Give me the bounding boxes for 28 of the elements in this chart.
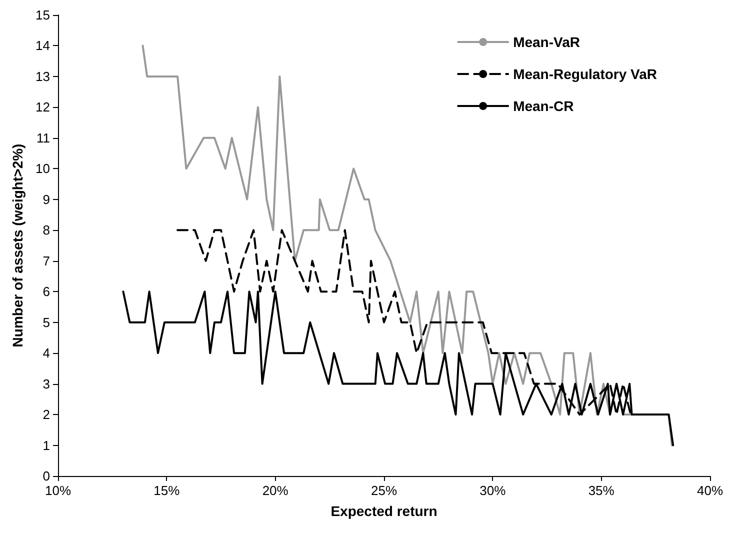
y-tick-label: 4 xyxy=(42,346,50,361)
y-tick-label: 3 xyxy=(42,376,50,392)
x-tick-label: 10% xyxy=(44,483,72,498)
y-tick-label: 6 xyxy=(42,284,50,300)
y-tick-label: 15 xyxy=(36,8,50,22)
y-tick-label: 8 xyxy=(42,222,50,238)
y-tick-label: 5 xyxy=(42,314,50,330)
y-tick-label: 11 xyxy=(36,130,50,146)
legend-label: Mean-Regulatory VaR xyxy=(513,66,658,82)
y-tick-label: 2 xyxy=(42,407,50,422)
y-tick-label: 1 xyxy=(42,438,50,453)
legend-label: Mean-CR xyxy=(513,98,574,114)
legend-label: Mean-VaR xyxy=(513,34,580,50)
y-tick-label: 10 xyxy=(36,161,50,176)
y-tick-label: 0 xyxy=(42,468,50,484)
x-tick-label: 20% xyxy=(262,483,289,498)
x-tick-label: 25% xyxy=(370,483,398,498)
x-tick-label: 40% xyxy=(696,483,724,498)
y-tick-label: 14 xyxy=(36,38,50,54)
x-tick-label: 30% xyxy=(480,483,506,498)
y-axis-title: Number of assets (weight>2%) xyxy=(10,144,26,348)
x-axis-title: Expected return xyxy=(330,503,438,519)
y-tick-label: 7 xyxy=(42,253,50,268)
y-tick-label: 9 xyxy=(42,192,50,207)
x-tick-label: 15% xyxy=(154,483,180,498)
y-tick-label: 12 xyxy=(36,100,50,115)
y-tick-label: 13 xyxy=(36,68,50,84)
x-tick-label: 35% xyxy=(588,483,615,498)
